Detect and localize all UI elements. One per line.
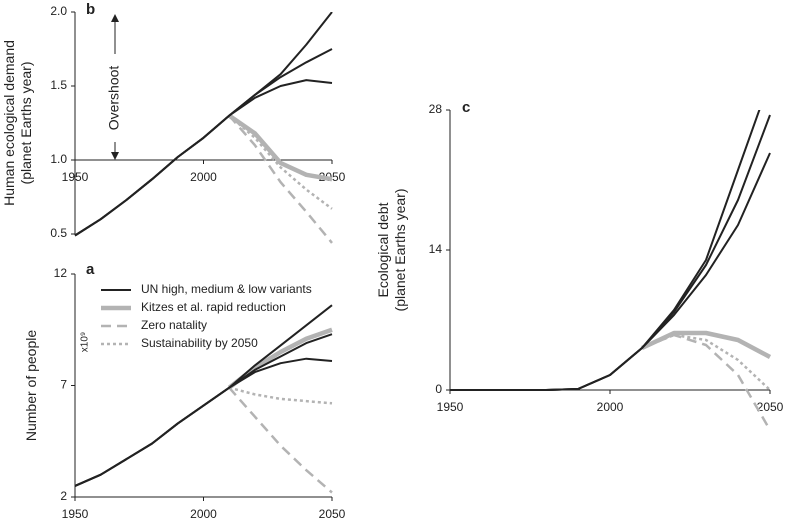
x-tick-label: 2000 xyxy=(190,170,217,184)
series-line xyxy=(74,357,333,487)
series-line xyxy=(228,114,333,210)
y-axis-label: Number of people xyxy=(23,330,39,442)
panel: 0 14 28 1950 2000 2050 Ecological debt(planet … xyxy=(375,99,784,431)
series-line xyxy=(450,110,761,391)
panel: 2 7 12 1950 2000 2050 Number of people a x10⁹ UN … xyxy=(23,261,346,520)
unit-label: x10⁹ xyxy=(80,332,91,352)
legend-label: UN high, medium & low variants xyxy=(141,282,312,296)
x-tick-label: 2050 xyxy=(319,507,346,520)
legend-label: Kitzes et al. rapid reduction xyxy=(141,300,286,314)
x-tick-label: 1950 xyxy=(62,170,89,184)
y-axis-label-line: Number of people xyxy=(23,330,39,442)
series-line xyxy=(74,333,333,487)
y-axis-label-line: (planet Earths year) xyxy=(392,189,408,312)
panel-label: a xyxy=(86,261,95,278)
annotation: Overshoot xyxy=(106,66,122,131)
series-line xyxy=(227,113,333,182)
x-tick-label: 1950 xyxy=(437,400,464,414)
series-line xyxy=(641,333,772,431)
y-axis-label: Ecological debt(planet Earths year) xyxy=(375,189,408,312)
y-tick-label: 28 xyxy=(429,102,443,116)
x-tick-label: 2000 xyxy=(597,400,624,414)
x-tick-label: 1950 xyxy=(62,507,89,520)
panel-label: b xyxy=(86,1,95,18)
series-line xyxy=(228,114,333,244)
y-tick-label: 14 xyxy=(429,242,443,256)
x-tick-label: 2000 xyxy=(190,507,217,520)
y-axis-label-line: (planet Earths year) xyxy=(18,62,34,185)
series-line xyxy=(450,152,771,391)
y-axis-label-line: Ecological debt xyxy=(375,202,391,297)
series-line xyxy=(228,386,333,405)
y-tick-label: 0.5 xyxy=(50,226,67,240)
y-tick-label: 2 xyxy=(60,489,67,503)
series-line xyxy=(641,333,771,391)
x-tick-label: 2050 xyxy=(757,400,784,414)
legend-label: Sustainability by 2050 xyxy=(141,336,258,350)
series-line xyxy=(227,327,333,390)
y-tick-label: 1.0 xyxy=(50,152,67,166)
series-line xyxy=(74,304,333,487)
y-tick-label: 2.0 xyxy=(50,4,67,18)
panel-label: c xyxy=(462,99,470,116)
series-line xyxy=(74,79,333,237)
y-axis-label: Human ecological demand(planet Earths ye… xyxy=(1,40,34,206)
y-axis-label-line: Human ecological demand xyxy=(1,40,17,206)
legend-label: Zero natality xyxy=(141,318,207,332)
y-tick-label: 12 xyxy=(54,266,68,280)
series-line xyxy=(228,386,333,494)
y-tick-label: 1.5 xyxy=(50,78,67,92)
y-tick-label: 7 xyxy=(60,378,67,392)
y-tick-label: 0 xyxy=(435,382,442,396)
